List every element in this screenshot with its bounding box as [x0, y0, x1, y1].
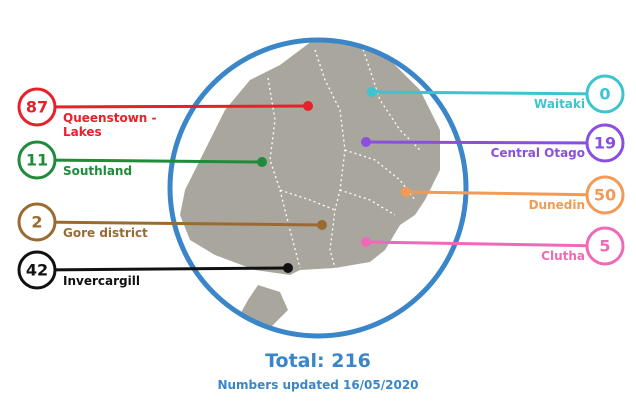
- location-dot: [361, 237, 371, 247]
- count-badge: [585, 226, 625, 266]
- count-value: 42: [26, 261, 48, 280]
- count-value: 87: [26, 98, 48, 117]
- location-dot: [303, 101, 313, 111]
- leader-line: [36, 266, 289, 272]
- leader-line: [405, 190, 606, 197]
- count-value: 19: [594, 134, 616, 153]
- location-dot: [401, 187, 411, 197]
- leader-line: [36, 158, 263, 164]
- updated-note: Numbers updated 16/05/2020: [217, 378, 419, 392]
- count-value: 50: [594, 186, 616, 205]
- count-badge: [585, 175, 625, 215]
- count-badge: [585, 123, 625, 163]
- region-name: Gore district: [63, 226, 148, 240]
- count-badge: [17, 202, 57, 242]
- region-name: Central Otago: [490, 146, 585, 160]
- location-dot: [367, 87, 377, 97]
- count-value: 11: [26, 151, 48, 170]
- region-name: Dunedin: [528, 198, 585, 212]
- leader-line: [371, 90, 606, 96]
- leader-line: [36, 104, 309, 109]
- location-dot: [257, 157, 267, 167]
- region-name: Invercargill: [63, 274, 140, 288]
- region-name: Southland: [63, 164, 133, 178]
- leader-line: [365, 240, 606, 248]
- frame-circle: [167, 37, 469, 339]
- region-name: Queenstown -Lakes: [63, 111, 157, 139]
- count-badge: [17, 87, 57, 127]
- count-badge: [17, 140, 57, 180]
- total: Total: 216: [0, 350, 636, 372]
- leader-line: [36, 220, 323, 227]
- region-name: Clutha: [541, 249, 585, 263]
- location-dot: [361, 137, 371, 147]
- total-value: 216: [331, 350, 371, 372]
- location-dot: [283, 263, 293, 273]
- count-badge: [585, 74, 625, 114]
- count-value: 5: [599, 237, 610, 256]
- total-label: Total:: [265, 350, 325, 372]
- count-value: 0: [599, 85, 610, 104]
- leader-line: [365, 140, 606, 145]
- count-badge: [17, 250, 57, 290]
- location-dot: [317, 220, 327, 230]
- region-name: Waitaki: [534, 97, 585, 111]
- count-value: 2: [31, 213, 42, 232]
